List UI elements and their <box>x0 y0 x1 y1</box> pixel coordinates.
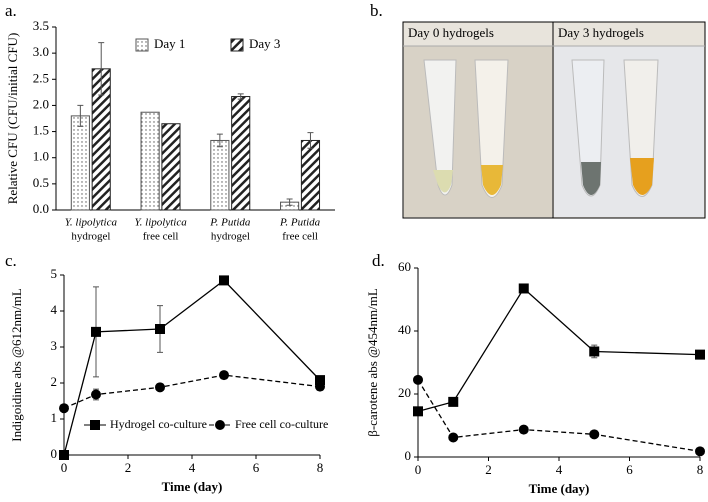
marker <box>518 424 529 435</box>
y-tick-label: 3.5 <box>33 18 49 33</box>
y-tick-label: 20 <box>398 385 411 400</box>
y-tick-label: 60 <box>398 259 411 274</box>
x-tick-label: free cell <box>143 231 179 243</box>
marker <box>695 446 705 457</box>
gel <box>630 158 654 195</box>
x-tick-label: Y. lipolytica <box>135 217 188 229</box>
x-tick-label: hydrogel <box>211 231 250 243</box>
error-bar <box>237 93 244 100</box>
x-tick-label: 4 <box>556 462 563 477</box>
panel-label: b. <box>370 1 383 20</box>
gel <box>481 165 503 195</box>
y-tick-label: 0.0 <box>33 201 49 216</box>
bar <box>231 96 251 211</box>
legend-label: Day 1 <box>154 36 185 51</box>
legend-swatch <box>230 38 244 52</box>
y-tick-label: 2.0 <box>33 96 49 111</box>
marker <box>589 429 600 440</box>
panel-label: a. <box>5 1 17 20</box>
marker <box>413 374 423 385</box>
marker <box>518 283 529 294</box>
y-axis-label: β-carotene abs @454nm/mL <box>365 288 380 437</box>
panel-label: c. <box>5 251 17 270</box>
marker <box>91 389 101 400</box>
x-tick-label: 6 <box>626 462 633 477</box>
legend-marker <box>215 420 225 430</box>
x-axis-label: Time (day) <box>529 481 590 496</box>
x-tick-label: P. Putida <box>209 217 251 229</box>
bar <box>161 123 181 211</box>
y-tick-label: 0.5 <box>33 175 49 190</box>
legend-marker <box>90 420 100 430</box>
bar <box>140 111 160 211</box>
error-bar <box>98 42 105 96</box>
error-bar <box>286 198 293 206</box>
bar <box>210 139 230 211</box>
y-tick-label: 4 <box>51 302 58 317</box>
x-tick-label: free cell <box>282 231 318 243</box>
y-tick-label: 1.0 <box>33 149 49 164</box>
photo-caption: Day 0 hydrogels <box>408 25 494 40</box>
y-tick-label: 3 <box>51 338 58 353</box>
error-bar <box>307 132 314 149</box>
y-tick-label: 1.5 <box>33 123 49 138</box>
marker <box>315 381 325 392</box>
y-tick-label: 2 <box>51 374 58 389</box>
error-bar <box>77 104 84 127</box>
legend-swatch <box>135 38 149 52</box>
x-tick-label: hydrogel <box>71 231 110 243</box>
bar <box>70 115 90 211</box>
y-tick-label: 1 <box>51 410 58 425</box>
x-axis-label: Time (day) <box>162 479 223 494</box>
x-tick-label: 8 <box>697 462 704 477</box>
marker <box>695 349 705 360</box>
marker <box>315 375 325 386</box>
y-axis-label: Indigoidine abs @612nm/mL <box>9 288 24 442</box>
y-tick-label: 3.0 <box>33 44 49 59</box>
x-tick-label: 2 <box>485 462 492 477</box>
marker <box>219 275 229 286</box>
marker <box>589 346 600 357</box>
marker <box>59 403 69 414</box>
y-tick-label: 5 <box>51 266 58 281</box>
x-tick-label: 6 <box>253 460 260 475</box>
panel-label: d. <box>372 251 385 270</box>
legend-label: Free cell co-culture <box>235 417 328 431</box>
legend-label: Hydrogel co-culture <box>110 417 207 431</box>
series-line <box>63 374 321 409</box>
x-tick-label: P. Putida <box>279 217 321 229</box>
y-tick-label: 40 <box>398 322 411 337</box>
gel <box>581 162 601 195</box>
error-bar <box>216 133 223 148</box>
y-tick-label: 0 <box>405 448 412 463</box>
x-tick-label: 0 <box>61 460 68 475</box>
marker <box>59 450 69 460</box>
y-tick-label: 2.5 <box>33 70 49 85</box>
tube <box>423 59 457 196</box>
marker <box>91 326 101 337</box>
gel <box>433 170 453 193</box>
marker <box>448 396 459 407</box>
marker <box>413 406 423 417</box>
x-tick-label: 0 <box>415 462 422 477</box>
x-tick-label: 4 <box>189 460 196 475</box>
y-axis-label: Relative CFU (CFU/initial CFU) <box>5 33 20 205</box>
bar <box>300 139 321 211</box>
marker <box>448 432 459 443</box>
series-line <box>417 287 701 412</box>
photo-panel: b. Day 0 hydrogels Day 3 hydrogels <box>370 1 706 219</box>
y-tick-label: 0 <box>51 446 58 461</box>
x-tick-label: Y. lipolytica <box>65 217 118 229</box>
marker <box>155 382 165 393</box>
marker <box>155 324 165 334</box>
legend-label: Day 3 <box>249 36 280 51</box>
x-tick-label: 8 <box>317 460 324 475</box>
x-tick-label: 2 <box>125 460 132 475</box>
photo-caption: Day 3 hydrogels <box>558 25 644 40</box>
tube <box>474 59 509 198</box>
marker <box>219 370 229 381</box>
